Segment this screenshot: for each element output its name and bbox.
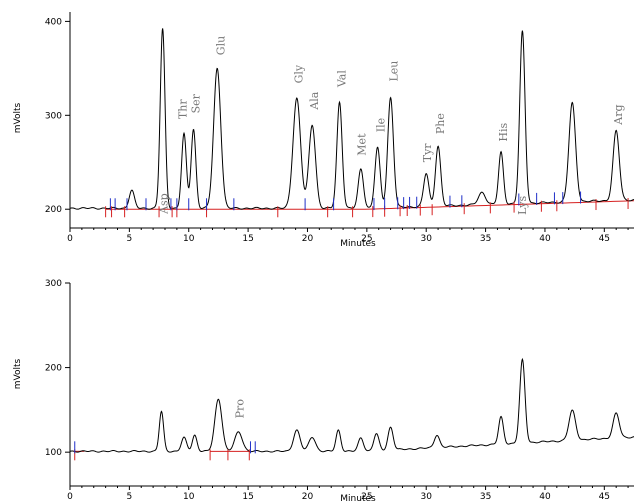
x-tick-label: 15 [242, 234, 253, 244]
peak-label: Gly [293, 64, 306, 83]
chromatogram-bottom: 0 5 10 15 20 25 30 35 40 45 100 200 300 Minutes mVolts… [13, 279, 635, 504]
peak-label: Met [356, 133, 369, 156]
peak-label: Phe [434, 113, 447, 134]
peak-label: Thr [176, 99, 189, 119]
x-tick-label: 30 [420, 492, 432, 502]
x-tick-label: 45 [599, 492, 610, 502]
x-tick-label: 45 [599, 234, 610, 244]
x-tick-label: 35 [480, 492, 491, 502]
peak-label: Pro [233, 399, 246, 419]
peak-label: Lys [516, 196, 529, 215]
x-tick-label: 40 [539, 492, 551, 502]
y-axis-label: mVolts [13, 358, 23, 389]
signal-trace [69, 357, 635, 453]
peak-label: Tyr [421, 143, 434, 163]
y-tick-label: 200 [45, 364, 62, 374]
peak-label: His [497, 122, 510, 141]
integration-baseline [105, 200, 635, 210]
x-tick-label: 10 [183, 234, 195, 244]
peak-label: Leu [388, 61, 401, 82]
y-tick-label: 100 [45, 448, 62, 458]
peak-label: Ile [375, 118, 388, 132]
x-tick-label: 15 [242, 492, 253, 502]
x-tick-label: 25 [361, 492, 372, 502]
x-tick-label: 20 [302, 492, 314, 502]
x-axis-label: Minutes [340, 239, 376, 249]
x-tick-label: 5 [127, 492, 133, 502]
x-tick-label: 10 [183, 492, 195, 502]
y-tick-label: 200 [45, 205, 62, 215]
chromatogram-top: 0 5 10 15 20 25 30 35 40 45 200 300 400 Minutes mVolts… [13, 12, 635, 249]
peak-label: Asp [157, 193, 170, 215]
y-tick-label: 300 [45, 279, 62, 289]
peak-label: Ser [189, 93, 202, 113]
peak-label: Val [335, 70, 348, 88]
x-tick-label: 5 [127, 234, 133, 244]
peak-label: Arg [612, 104, 625, 125]
x-tick-label: 35 [480, 234, 491, 244]
x-tick-label: 0 [67, 234, 73, 244]
signal-trace [69, 28, 635, 210]
peak-label: Ala [308, 91, 321, 110]
x-tick-label: 40 [539, 234, 551, 244]
peak-label: Glu [214, 36, 227, 55]
x-tick-label: 25 [361, 234, 372, 244]
y-axis-label: mVolts [13, 102, 23, 133]
x-tick-label: 0 [67, 492, 73, 502]
y-tick-label: 300 [45, 111, 62, 121]
x-axis-label: Minutes [340, 494, 376, 504]
x-tick-label: 30 [420, 234, 432, 244]
x-tick-label: 20 [302, 234, 314, 244]
y-tick-label: 400 [45, 17, 62, 27]
